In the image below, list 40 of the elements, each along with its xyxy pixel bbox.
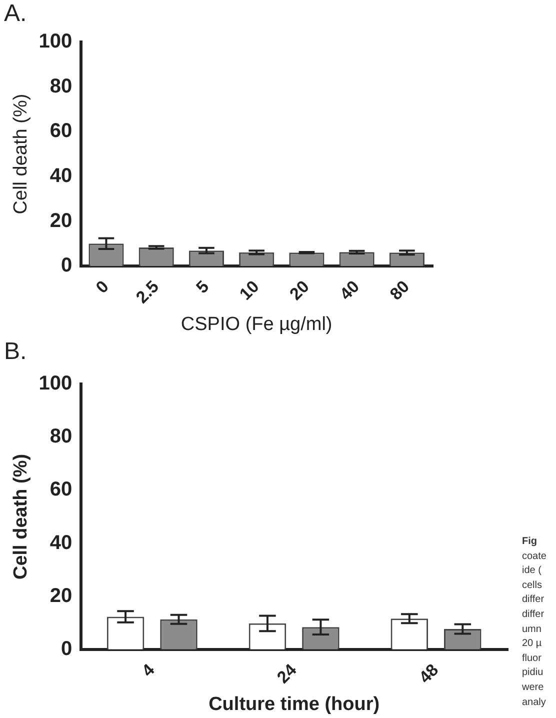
y-tick-label: 100 [38,372,72,395]
x-tick-label: 24 [273,660,301,688]
y-axis-title: Cell death (%) [10,454,32,580]
text: Fig [522,535,538,549]
y-tick-label: 40 [50,532,72,554]
x-tick-label: 2.5 [132,276,162,308]
text: cells [522,578,544,593]
text: 20 µ [522,637,543,652]
chart-title: B. [4,338,27,366]
x-axis-title: Culture time (hour) [208,694,380,715]
text: umn [522,622,542,637]
chart-title: A. [4,0,27,28]
y-tick-label: 80 [50,75,72,98]
y-tick-label: 20 [50,584,72,607]
x-tick-label: 5 [192,276,213,298]
y-tick-label: 60 [50,120,72,142]
y-tick-label: 20 [50,210,72,232]
x-tick-label: 20 [286,276,313,304]
text: pidiu [522,666,544,680]
x-tick-label: 80 [386,276,414,304]
y-tick-label: 0 [61,638,72,660]
y-tick-label: 100 [38,30,72,53]
x-axis-title: CSPIO (Fe µg/ml) [180,314,332,335]
x-tick-label: 10 [236,276,263,304]
y-tick-label: 80 [50,426,72,448]
text: differ [522,608,546,622]
y-tick-label: 0 [61,254,72,277]
y-axis-title: Cell death (%) [10,94,32,214]
x-tick-label: 0 [92,276,112,298]
text: differ [522,593,546,608]
text: ide ( [522,564,542,578]
text: analy [522,696,547,710]
text: were [522,680,545,695]
x-tick-label: 40 [336,276,363,304]
x-tick-label: 48 [415,660,442,688]
text: fluor [522,652,542,666]
y-tick-label: 40 [50,164,72,187]
text: coate [522,550,548,564]
x-tick-label: 4 [138,660,159,680]
y-tick-label: 60 [50,478,72,501]
